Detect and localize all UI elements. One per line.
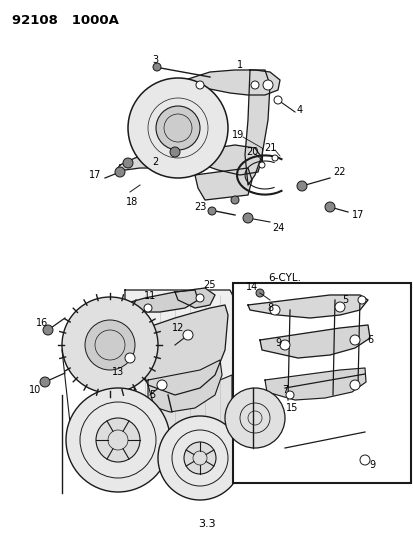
Circle shape (183, 330, 192, 340)
Text: 92108   1000A: 92108 1000A (12, 14, 119, 27)
Circle shape (285, 391, 293, 399)
Text: 14: 14 (245, 282, 257, 292)
Circle shape (40, 377, 50, 387)
Circle shape (269, 305, 279, 315)
Polygon shape (120, 290, 197, 312)
Polygon shape (147, 360, 221, 412)
Circle shape (170, 147, 180, 157)
Circle shape (334, 302, 344, 312)
Text: 17: 17 (89, 170, 101, 180)
Circle shape (115, 167, 125, 177)
Circle shape (224, 388, 284, 448)
Text: 23: 23 (193, 202, 206, 212)
Polygon shape (118, 150, 175, 170)
Polygon shape (175, 288, 214, 308)
Text: 11: 11 (144, 291, 156, 301)
Polygon shape (247, 295, 367, 318)
Circle shape (85, 320, 135, 370)
Polygon shape (264, 368, 365, 400)
Circle shape (66, 388, 170, 492)
Circle shape (359, 455, 369, 465)
Circle shape (242, 213, 252, 223)
Circle shape (62, 297, 158, 393)
Circle shape (195, 81, 204, 89)
Circle shape (123, 158, 133, 168)
Circle shape (158, 416, 242, 500)
Polygon shape (185, 70, 279, 95)
Polygon shape (259, 325, 369, 358)
Circle shape (144, 304, 152, 312)
Circle shape (262, 80, 272, 90)
Circle shape (207, 207, 216, 215)
Circle shape (255, 289, 263, 297)
Bar (233, 283, 410, 483)
Text: 5: 5 (149, 390, 155, 400)
Text: 9: 9 (274, 338, 280, 348)
Text: 21: 21 (263, 143, 275, 153)
Circle shape (153, 63, 161, 71)
Text: 16: 16 (36, 318, 48, 328)
Circle shape (128, 78, 228, 178)
Text: 6-CYL.: 6-CYL. (267, 273, 300, 283)
Polygon shape (138, 305, 228, 395)
Text: 5: 5 (341, 295, 347, 305)
Text: 18: 18 (126, 197, 138, 207)
Circle shape (296, 181, 306, 191)
Circle shape (273, 96, 281, 104)
Circle shape (279, 340, 289, 350)
Polygon shape (195, 168, 252, 200)
Text: 9: 9 (368, 460, 374, 470)
Circle shape (259, 162, 264, 168)
Text: 24: 24 (271, 223, 283, 233)
Circle shape (250, 81, 259, 89)
Text: 7: 7 (281, 385, 287, 395)
Circle shape (125, 353, 135, 363)
Text: 19: 19 (231, 130, 244, 140)
Text: 22: 22 (333, 167, 345, 177)
Circle shape (349, 335, 359, 345)
Polygon shape (150, 375, 231, 448)
Circle shape (349, 380, 359, 390)
Text: 10: 10 (29, 385, 41, 395)
Circle shape (43, 325, 53, 335)
Circle shape (156, 106, 199, 150)
Circle shape (96, 418, 140, 462)
Polygon shape (195, 145, 261, 175)
Text: 8: 8 (266, 303, 273, 313)
Text: 1: 1 (236, 60, 242, 70)
Text: 15: 15 (285, 403, 297, 413)
Circle shape (271, 155, 277, 161)
Circle shape (230, 196, 238, 204)
Polygon shape (244, 70, 269, 185)
Text: 12: 12 (171, 323, 184, 333)
Circle shape (195, 294, 204, 302)
Text: 17: 17 (351, 210, 363, 220)
Circle shape (324, 202, 334, 212)
Text: 4: 4 (296, 105, 302, 115)
Text: 25: 25 (203, 280, 216, 290)
Text: 2: 2 (152, 157, 158, 167)
Polygon shape (125, 290, 235, 448)
Circle shape (357, 296, 365, 304)
Circle shape (183, 442, 216, 474)
Text: 3.3: 3.3 (198, 519, 215, 529)
Text: 13: 13 (112, 367, 124, 377)
Text: 3: 3 (152, 55, 158, 65)
Circle shape (157, 380, 166, 390)
Text: 20: 20 (245, 147, 258, 157)
Text: 6: 6 (366, 335, 372, 345)
